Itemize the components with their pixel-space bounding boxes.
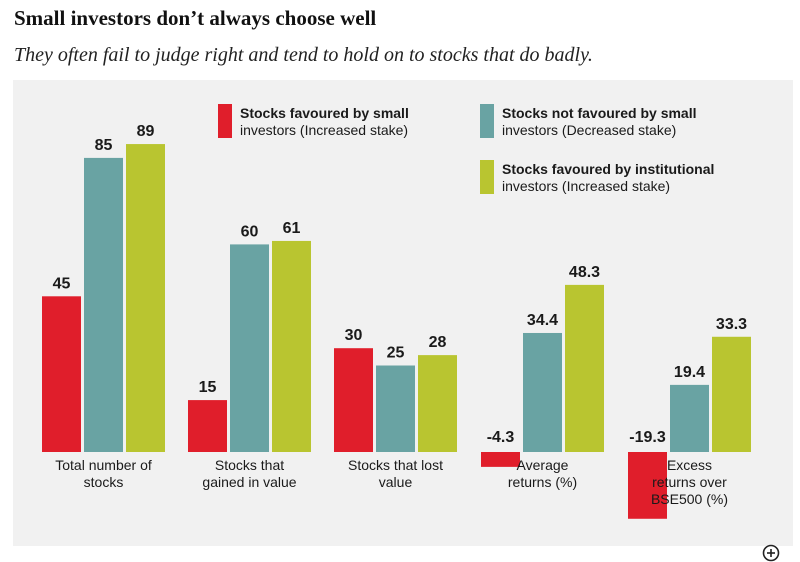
category-label-c5-line2: returns over	[652, 474, 727, 490]
chart-subtitle: They often fail to judge right and tend …	[14, 44, 593, 66]
category-label-c1-line2: stocks	[84, 474, 124, 490]
legend-label-s1-line2: investors (Increased stake)	[240, 122, 408, 138]
bar-s3-c2	[272, 240, 311, 452]
value-label-s2-c2: 60	[241, 223, 259, 240]
bar-s3-c3	[418, 355, 457, 452]
legend-label-s3-line2: investors (Increased stake)	[502, 178, 670, 194]
legend-label-s3-line1: Stocks favoured by institutional	[502, 161, 714, 177]
bar-s3-c1	[126, 144, 165, 452]
legend-label-s2-line1: Stocks not favoured by small	[502, 105, 697, 121]
category-label-c2-line1: Stocks that	[215, 457, 284, 473]
bar-s1-c4	[481, 452, 520, 467]
value-label-s3-c1: 89	[137, 123, 155, 140]
category-label-c3-line1: Stocks that lost	[348, 457, 443, 473]
bar-s2-c3	[376, 365, 415, 452]
category-label-c5-line3: BSE500 (%)	[651, 491, 728, 507]
bar-s2-c5	[670, 384, 709, 452]
value-label-s1-c1: 45	[53, 275, 71, 292]
bar-s2-c2	[230, 244, 269, 452]
category-label-c2-line2: gained in value	[202, 474, 296, 490]
category-label-c4-line1: Average	[517, 457, 569, 473]
chart-title: Small investors don’t always choose well	[14, 6, 377, 30]
bar-s1-c5	[628, 452, 667, 519]
value-label-s2-c1: 85	[95, 137, 113, 154]
bar-s1-c3	[334, 348, 373, 452]
value-label-s3-c3: 28	[429, 334, 447, 351]
value-label-s1-c4: -4.3	[487, 429, 515, 446]
value-label-s2-c5: 19.4	[674, 364, 705, 381]
value-label-s2-c3: 25	[387, 345, 405, 362]
legend-label-s2-line2: investors (Decreased stake)	[502, 122, 676, 138]
category-label-c5-line1: Excess	[667, 457, 712, 473]
value-label-s1-c5: -19.3	[629, 429, 666, 446]
category-label-c3-line2: value	[379, 474, 413, 490]
legend-swatch-s3	[480, 160, 494, 194]
bar-s1-c2	[188, 400, 227, 452]
bar-s3-c5	[712, 336, 751, 452]
value-label-s1-c2: 15	[199, 379, 217, 396]
legend-label-s1-line1: Stocks favoured by small	[240, 105, 409, 121]
chart-panel: 45 85 89 Total number of stocks 15 60 61 Stocks …	[13, 80, 793, 546]
value-label-s3-c2: 61	[283, 220, 301, 237]
zoom-in-icon[interactable]	[761, 544, 781, 562]
value-label-s3-c4: 48.3	[569, 264, 600, 281]
category-label-c1-line1: Total number of	[55, 457, 152, 473]
value-label-s1-c3: 30	[345, 327, 363, 344]
category-label-c4-line2: returns (%)	[508, 474, 577, 490]
legend-swatch-s1	[218, 104, 232, 138]
bar-s3-c4	[565, 284, 604, 452]
value-label-s3-c5: 33.3	[716, 316, 747, 333]
bar-s1-c1	[42, 296, 81, 452]
value-label-s2-c4: 34.4	[527, 312, 558, 329]
bar-s2-c1	[84, 157, 123, 452]
bar-s2-c4	[523, 332, 562, 452]
legend-swatch-s2	[480, 104, 494, 138]
